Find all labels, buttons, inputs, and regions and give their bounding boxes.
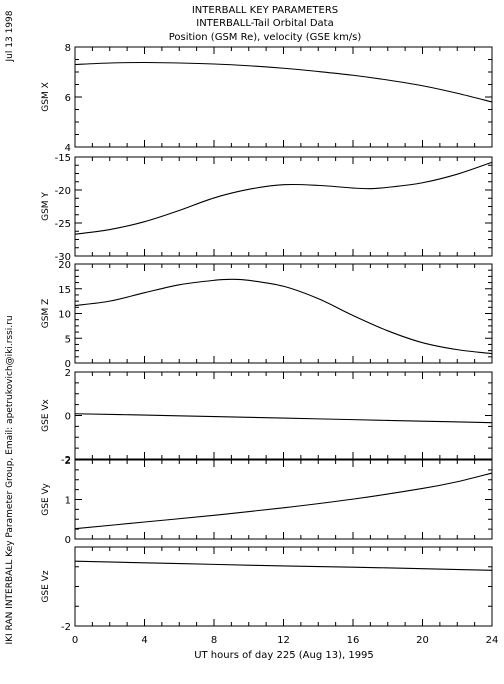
title-line-3: Position (GSM Re), velocity (GSE km/s) — [169, 32, 362, 43]
y-tick-label: 2 — [65, 368, 71, 379]
title-line-2: INTERBALL-Tail Orbital Data — [196, 18, 333, 29]
date-stamp: Jul 13 1998 — [5, 10, 15, 62]
series-line — [74, 472, 493, 530]
y-tick-label: -25 — [55, 219, 71, 230]
y-tick-label: 0 — [65, 535, 71, 546]
y-axis-label: GSE Vz — [41, 570, 51, 602]
y-tick-label: 0 — [65, 359, 71, 370]
x-tick-label: 16 — [347, 635, 360, 646]
panel-gsm-z: 0 5 10 15 20 GSM Z — [41, 260, 493, 370]
chart-titles: INTERBALL KEY PARAMETERS INTERBALL-Tail … — [169, 5, 362, 43]
x-tick-label: 4 — [141, 635, 147, 646]
panel-frame — [74, 371, 493, 460]
y-tick-label: -2 — [61, 455, 71, 466]
panel-gse-vy: 0 1 2 GSE Vy — [41, 456, 493, 546]
panel-gse-vz: -2 GSE Vz — [41, 546, 493, 633]
y-tick-label: 6 — [65, 93, 71, 104]
x-tick-label: 8 — [211, 635, 217, 646]
y-tick-label: 8 — [65, 43, 71, 54]
x-tick-label: 12 — [277, 635, 290, 646]
y-tick-label: 4 — [65, 143, 71, 154]
y-tick-label: 0 — [65, 412, 71, 423]
y-axis-label: GSM Z — [41, 299, 51, 328]
panel-frame — [74, 546, 493, 627]
y-tick-label: 15 — [58, 285, 71, 296]
credit-line: IKI RAN INTERBALL Key Parameter Group, E… — [5, 315, 15, 644]
y-tick-label: -2 — [61, 622, 71, 633]
y-axis-label: GSM Y — [41, 192, 51, 221]
y-axis-label: GSE Vy — [41, 483, 51, 516]
y-tick-label: -20 — [55, 186, 71, 197]
y-tick-label: 5 — [65, 334, 71, 345]
panel-frame — [74, 263, 493, 364]
panel-gsm-y: -30 -25 -20 -15 GSM Y — [41, 153, 493, 263]
series-line — [74, 278, 493, 355]
x-axis-label: UT hours of day 225 (Aug 13), 1995 — [194, 650, 374, 661]
title-line-1: INTERBALL KEY PARAMETERS — [192, 5, 338, 16]
series-line — [74, 560, 493, 571]
y-tick-label: -30 — [55, 252, 71, 263]
panel-frame — [74, 156, 493, 257]
y-tick-label: 10 — [58, 310, 71, 321]
y-tick-label: 2 — [65, 456, 71, 467]
series-line — [74, 413, 493, 424]
panel-gse-vx: -2 0 2 GSE Vx — [41, 368, 493, 466]
y-axis-label: GSM X — [41, 82, 51, 111]
panel-gsm-x: 4 6 8 GSM X — [41, 43, 493, 154]
series-line — [74, 61, 493, 103]
y-tick-label: -15 — [55, 153, 71, 164]
y-tick-label: 1 — [65, 496, 71, 507]
x-tick-label: 20 — [416, 635, 429, 646]
side-labels: Jul 13 1998 IKI RAN INTERBALL Key Parame… — [5, 10, 15, 644]
x-tick-label: 0 — [72, 635, 78, 646]
y-axis-label: GSE Vx — [41, 398, 51, 431]
x-tick-label: 24 — [486, 635, 499, 646]
y-tick-label: 20 — [58, 260, 71, 271]
series-line — [74, 161, 493, 235]
panel-frame — [74, 459, 493, 540]
